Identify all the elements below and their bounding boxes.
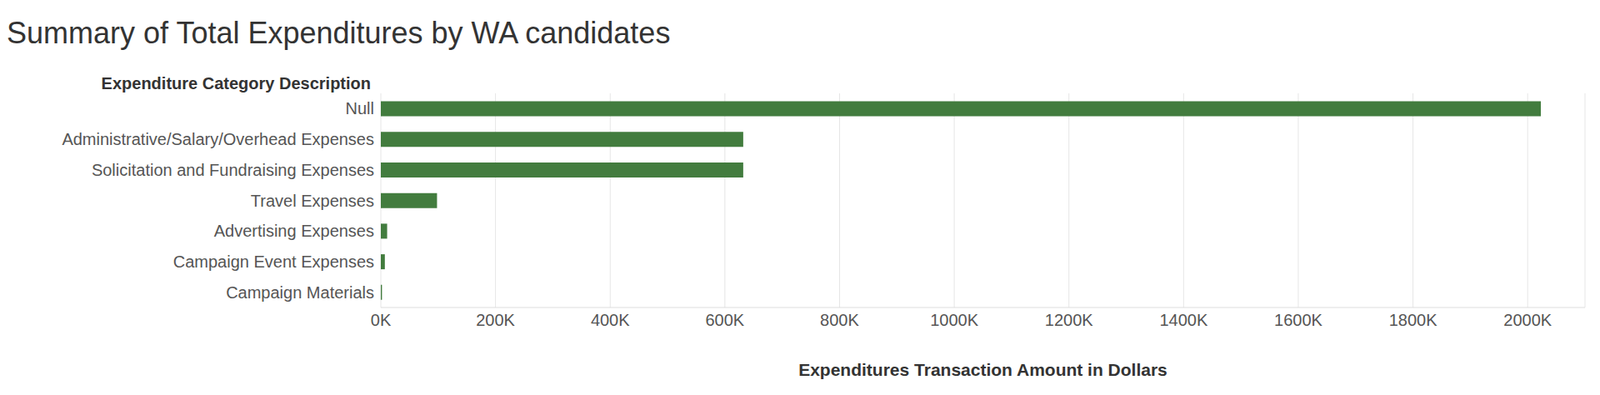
svg-text:Null: Null [345, 99, 375, 118]
svg-text:Campaign Event Expenses: Campaign Event Expenses [173, 252, 375, 271]
svg-text:Campaign Materials: Campaign Materials [225, 283, 375, 302]
svg-text:800K: 800K [820, 310, 860, 330]
svg-text:Travel Expenses: Travel Expenses [250, 191, 375, 210]
svg-text:0K: 0K [370, 310, 392, 330]
svg-text:2000K: 2000K [1503, 310, 1552, 330]
html-text:Summary of Total Expenditures: Summary of Total Expenditures by WA cand… [6, 15, 671, 50]
svg-text:1800K: 1800K [1389, 310, 1438, 330]
svg-text:1400K: 1400K [1159, 310, 1208, 330]
svg-text:1200K: 1200K [1045, 310, 1094, 330]
svg-text:Solicitation and Fundraising E: Solicitation and Fundraising Expenses [91, 160, 375, 180]
svg-text:Advertising Expenses: Advertising Expenses [214, 221, 375, 240]
svg-text:1000K: 1000K [930, 310, 979, 330]
svg-text:600K: 600K [705, 310, 745, 330]
svg-text:Administrative/Salary/Overhead: Administrative/Salary/Overhead Expenses [61, 130, 375, 149]
svg-text:Expenditures Transaction Amoun: Expenditures Transaction Amount in Dolla… [798, 360, 1168, 380]
svg-text:200K: 200K [475, 310, 515, 330]
svg-text:1600K: 1600K [1274, 310, 1323, 330]
svg-text:400K: 400K [590, 310, 630, 330]
html-text:Expenditure Category Descripti: Expenditure Category Description [101, 74, 371, 93]
